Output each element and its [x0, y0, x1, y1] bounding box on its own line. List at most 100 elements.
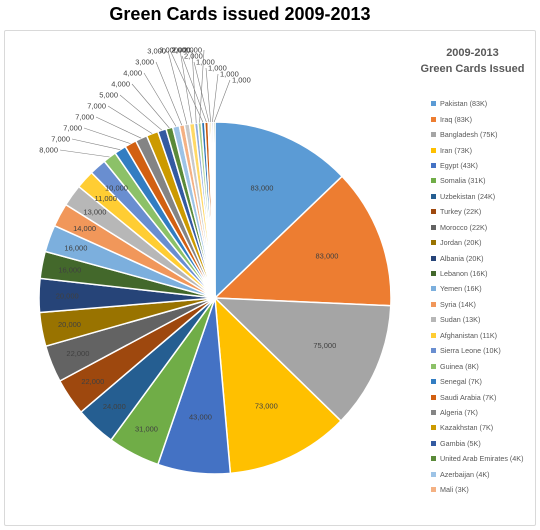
legend-label: Iran (73K) — [440, 145, 472, 155]
legend-label: Turkey (22K) — [440, 207, 482, 217]
data-label: 43,000 — [189, 412, 212, 421]
data-label: 31,000 — [135, 425, 158, 434]
legend-swatch — [431, 301, 436, 307]
pie-slices — [38, 121, 392, 475]
legend-swatch — [431, 379, 436, 385]
legend-item: Saudi Arabia (7K) — [431, 389, 524, 404]
leader-line — [181, 55, 207, 123]
legend-label: Sudan (13K) — [440, 315, 481, 325]
data-label: 1,000 — [232, 76, 251, 85]
leader-line — [119, 94, 163, 131]
legend-swatch — [431, 286, 436, 292]
data-labels: 83,000 83,000 75,000 73,000 43,000 31,000 24,0… — [39, 46, 338, 434]
data-label: 3,000 — [135, 58, 154, 67]
legend-swatch — [431, 317, 436, 323]
data-label: 8,000 — [39, 146, 58, 155]
legend-swatch — [431, 101, 436, 107]
legend-label: Syria (14K) — [440, 299, 476, 309]
chart-area: 2009-2013 Green Cards Issued — [4, 30, 536, 526]
legend-label: Egypt (43K) — [440, 160, 478, 170]
legend-label: Afghanistan (11K) — [440, 330, 498, 340]
legend-item: Jordan (20K) — [431, 235, 524, 250]
legend-swatch — [431, 456, 436, 462]
legend-item: Guinea (8K) — [431, 358, 524, 373]
legend-item: Iraq (83K) — [431, 111, 524, 126]
legend-item: Morocco (22K) — [431, 220, 524, 235]
leader-line — [212, 73, 219, 123]
legend-label: Iraq (83K) — [440, 114, 472, 124]
legend-label: United Arab Emirates (4K) — [440, 454, 524, 464]
data-label: 83,000 — [316, 251, 339, 260]
legend-swatch — [431, 193, 436, 199]
legend-label: Kazakhstan (7K) — [440, 423, 494, 433]
leader-line — [83, 127, 131, 144]
data-label: 10,000 — [105, 183, 128, 192]
legend-item: Lebanon (16K) — [431, 266, 524, 281]
legend-swatch — [431, 348, 436, 354]
data-label: 2,000 — [183, 46, 202, 55]
data-label: 83,000 — [251, 183, 274, 192]
leader-line — [169, 49, 204, 123]
data-label: 75,000 — [313, 341, 336, 350]
legend-label: Guinea (8K) — [440, 361, 479, 371]
legend-swatch — [431, 363, 436, 369]
legend-item: Somalia (31K) — [431, 173, 524, 188]
data-label: 7,000 — [51, 135, 70, 144]
legend-item: Egypt (43K) — [431, 158, 524, 173]
chart-title-line1: 2009-2013 — [446, 47, 499, 59]
data-label: 4,000 — [123, 69, 142, 78]
leader-line — [205, 67, 211, 123]
legend-swatch — [431, 132, 436, 138]
leader-line — [179, 49, 193, 124]
page-title: Green Cards issued 2009-2013 — [109, 4, 371, 24]
data-label: 4,000 — [111, 80, 130, 89]
legend-swatch — [431, 409, 436, 415]
legend-swatch — [431, 116, 436, 122]
pie-slice — [213, 175, 392, 307]
data-label: 16,000 — [58, 266, 81, 275]
legend-swatch — [431, 224, 436, 230]
legend-label: Albania (20K) — [440, 253, 484, 263]
data-label: 24,000 — [103, 402, 126, 411]
legend-item: Uzbekistan (24K) — [431, 189, 524, 204]
leader-line — [59, 149, 110, 158]
leader-line — [213, 79, 231, 123]
leader-line — [107, 105, 153, 134]
legend-label: Senegal (7K) — [440, 377, 482, 387]
legend-item: Gambia (5K) — [431, 436, 524, 451]
data-label: 20,000 — [56, 291, 79, 300]
legend-item: Yemen (16K) — [431, 281, 524, 296]
legend-item: Syria (14K) — [431, 297, 524, 312]
data-label: 7,000 — [75, 113, 94, 122]
data-label: 2,000 — [172, 46, 191, 55]
data-label: 7,000 — [63, 124, 82, 133]
data-label: 3,000 — [159, 46, 178, 55]
legend-item: Algeria (7K) — [431, 405, 524, 420]
legend-item: Iran (73K) — [431, 142, 524, 157]
data-label: 1,000 — [208, 64, 227, 73]
legend-label: Algeria (7K) — [440, 407, 478, 417]
legend-swatch — [431, 394, 436, 400]
leader-line — [167, 50, 188, 125]
data-label: 11,000 — [95, 194, 117, 203]
legend-item: Turkey (22K) — [431, 204, 524, 219]
data-label: 1,000 — [196, 58, 215, 67]
legend-item: Senegal (7K) — [431, 374, 524, 389]
legend-label: Sierra Leone (10K) — [440, 346, 501, 356]
legend-label: Mali (3K) — [440, 485, 469, 495]
legend-swatch — [431, 471, 436, 477]
legend-swatch — [431, 178, 436, 184]
legend-swatch — [431, 440, 436, 446]
data-label: 20,000 — [58, 320, 81, 329]
data-label: 22,000 — [66, 349, 89, 358]
data-label: 1,000 — [220, 70, 239, 79]
leader-line — [191, 49, 197, 124]
leader-line — [131, 83, 170, 129]
legend-swatch — [431, 487, 436, 493]
legend: Pakistan (83K) Iraq (83K) Bangladesh (75K)… — [431, 96, 524, 497]
pie-slice — [214, 121, 344, 300]
data-label: 3,000 — [147, 47, 166, 56]
data-label: 7,000 — [87, 102, 106, 111]
legend-label: Azerbaijan (4K) — [440, 469, 490, 479]
